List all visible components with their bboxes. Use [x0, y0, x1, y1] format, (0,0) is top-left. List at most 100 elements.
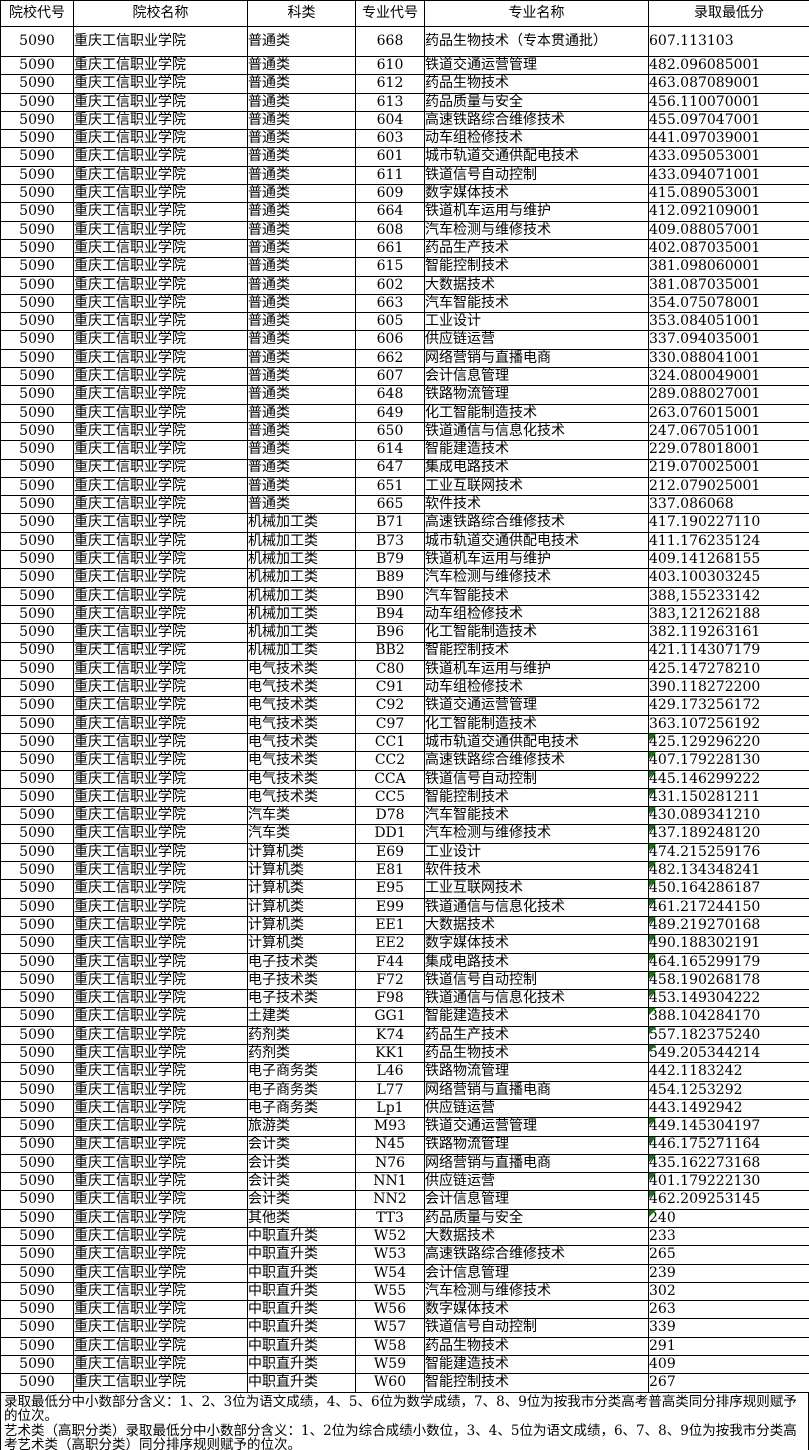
- category-cell: 机械加工类: [247, 641, 356, 661]
- major-code-cell: BB2: [355, 641, 425, 661]
- college-code-cell: 5090: [0, 110, 74, 131]
- college-name-cell: 重庆工信职业学院: [73, 678, 248, 698]
- table-row: 5090 重庆工信职业学院 会计类 N76 网络营销与直播电商 435.162273168: [0, 1153, 809, 1174]
- college-name-cell: 重庆工信职业学院: [73, 550, 248, 570]
- major-code-cell: W57: [355, 1318, 425, 1338]
- college-code-cell: 5090: [0, 659, 74, 680]
- major-name-cell: 铁道信号自动控制: [424, 1318, 649, 1338]
- major-code-cell: C91: [355, 678, 425, 698]
- category-cell: 电子技术类: [247, 952, 356, 972]
- college-code-cell: 5090: [0, 330, 74, 350]
- score-cell: 407.179228130: [648, 751, 809, 771]
- table-row: 5090 重庆工信职业学院 中职直升类 W53 高速铁路综合维修技术 265: [0, 1245, 809, 1265]
- major-code-cell: 651: [355, 476, 425, 497]
- category-cell: 旅游类: [247, 1117, 356, 1137]
- major-code-cell: E95: [355, 879, 425, 899]
- category-cell: 普通类: [247, 92, 356, 112]
- score-cell: 431.150281211: [648, 787, 809, 808]
- table-row: 5090 重庆工信职业学院 计算机类 E95 工业互联网技术 450.164286187: [0, 879, 809, 899]
- table-row: 5090 重庆工信职业学院 会计类 N45 铁路物流管理 446.175271164: [0, 1135, 809, 1155]
- college-name-cell: 重庆工信职业学院: [73, 385, 248, 405]
- score-cell: 557.182375240: [648, 1025, 809, 1046]
- table-row: 5090 重庆工信职业学院 电气技术类 CC5 智能控制技术 431.150281211: [0, 787, 809, 808]
- major-code-cell: 603: [355, 129, 425, 149]
- category-cell: 中职直升类: [247, 1336, 356, 1357]
- college-code-cell: 5090: [0, 970, 74, 991]
- score-cell: 441.097039001: [648, 129, 809, 149]
- major-code-cell: 610: [355, 55, 425, 76]
- major-name-cell: 汽车检测与维修技术: [424, 220, 649, 240]
- major-name-cell: 动车组检修技术: [424, 678, 649, 698]
- table-row: 5090 重庆工信职业学院 普通类 612 药品生物技术 463.087089001: [0, 74, 809, 94]
- category-cell: 机械加工类: [247, 513, 356, 533]
- major-code-cell: C97: [355, 714, 425, 734]
- college-code-cell: 5090: [0, 202, 74, 222]
- college-code-cell: 5090: [0, 1355, 74, 1375]
- table-header: 院校代号 院校名称 科类 专业代号 专业名称 录取最低分: [0, 0, 809, 27]
- table-row: 5090 重庆工信职业学院 电气技术类 C92 铁道交通运营管理 429.17325617…: [0, 696, 809, 716]
- major-name-cell: 动车组检修技术: [424, 129, 649, 149]
- college-code-cell: 5090: [0, 623, 74, 643]
- major-name-cell: 工业设计: [424, 312, 649, 332]
- category-cell: 机械加工类: [247, 550, 356, 570]
- college-code-cell: 5090: [0, 1226, 74, 1247]
- college-name-cell: 重庆工信职业学院: [73, 531, 248, 552]
- major-name-cell: 集成电路技术: [424, 952, 649, 972]
- major-name-cell: 铁道交通运营管理: [424, 696, 649, 716]
- major-code-cell: CC1: [355, 732, 425, 753]
- table-row: 5090 重庆工信职业学院 汽车类 DD1 汽车检测与维修技术 437.189248120: [0, 824, 809, 844]
- major-name-cell: 铁道机车运用与维护: [424, 659, 649, 680]
- college-name-cell: 重庆工信职业学院: [73, 403, 248, 423]
- table-row: 5090 重庆工信职业学院 计算机类 EE2 数字媒体技术 490.188302191: [0, 934, 809, 954]
- major-code-cell: NN1: [355, 1172, 425, 1192]
- category-cell: 计算机类: [247, 879, 356, 899]
- college-code-cell: 5090: [0, 165, 74, 186]
- score-cell: 461.217244150: [648, 897, 809, 917]
- category-cell: 土建类: [247, 1007, 356, 1027]
- college-code-cell: 5090: [0, 1300, 74, 1320]
- major-code-cell: B96: [355, 623, 425, 643]
- table-row: 5090 重庆工信职业学院 计算机类 E99 铁道通信与信息化技术 461.2172441…: [0, 897, 809, 917]
- category-cell: 电子技术类: [247, 970, 356, 991]
- major-name-cell: 铁道信号自动控制: [424, 769, 649, 789]
- college-code-cell: 5090: [0, 714, 74, 734]
- major-name-cell: 铁道信号自动控制: [424, 970, 649, 991]
- major-name-cell: 软件技术: [424, 861, 649, 881]
- category-cell: 普通类: [247, 330, 356, 350]
- college-code-cell: 5090: [0, 732, 74, 753]
- college-name-cell: 重庆工信职业学院: [73, 659, 248, 680]
- college-code-cell: 5090: [0, 513, 74, 533]
- score-cell: 381.087035001: [648, 275, 809, 295]
- major-name-cell: 网络营销与直播电商: [424, 348, 649, 369]
- college-name-cell: 重庆工信职业学院: [73, 1025, 248, 1046]
- category-cell: 普通类: [247, 458, 356, 478]
- category-cell: 会计类: [247, 1190, 356, 1210]
- score-cell: 409.088057001: [648, 220, 809, 240]
- table-row: 5090 重庆工信职业学院 机械加工类 B94 动车组检修技术 383,121262188: [0, 604, 809, 625]
- score-cell: 233: [648, 1226, 809, 1247]
- score-cell: 263: [648, 1300, 809, 1320]
- college-name-cell: 重庆工信职业学院: [73, 970, 248, 991]
- score-cell: 219.070025001: [648, 458, 809, 478]
- major-code-cell: 611: [355, 165, 425, 186]
- major-code-cell: E81: [355, 861, 425, 881]
- score-cell: 409: [648, 1355, 809, 1375]
- major-code-cell: N45: [355, 1135, 425, 1155]
- score-cell: 435.162273168: [648, 1153, 809, 1174]
- major-code-cell: 604: [355, 110, 425, 131]
- major-code-cell: B90: [355, 586, 425, 606]
- major-code-cell: DD1: [355, 824, 425, 844]
- score-cell: 354.075078001: [648, 293, 809, 314]
- score-cell: 240: [648, 1208, 809, 1229]
- college-code-cell: 5090: [0, 1172, 74, 1192]
- table-row: 5090 重庆工信职业学院 中职直升类 W52 大数据技术 233: [0, 1226, 809, 1247]
- score-cell: 443.1492942: [648, 1098, 809, 1119]
- table-row: 5090 重庆工信职业学院 机械加工类 B89 汽车检测与维修技术 403.1003032…: [0, 568, 809, 588]
- score-cell: 490.188302191: [648, 934, 809, 954]
- table-row: 5090 重庆工信职业学院 会计类 NN1 供应链运营 401.179222130: [0, 1172, 809, 1192]
- score-cell: 549.205344214: [648, 1044, 809, 1064]
- table-row: 5090 重庆工信职业学院 中职直升类 W59 智能建造技术 409: [0, 1355, 809, 1375]
- category-cell: 电气技术类: [247, 696, 356, 716]
- category-cell: 普通类: [247, 147, 356, 167]
- table-row: 5090 重庆工信职业学院 机械加工类 B73 城市轨道交通供配电技术 411.17623…: [0, 531, 809, 552]
